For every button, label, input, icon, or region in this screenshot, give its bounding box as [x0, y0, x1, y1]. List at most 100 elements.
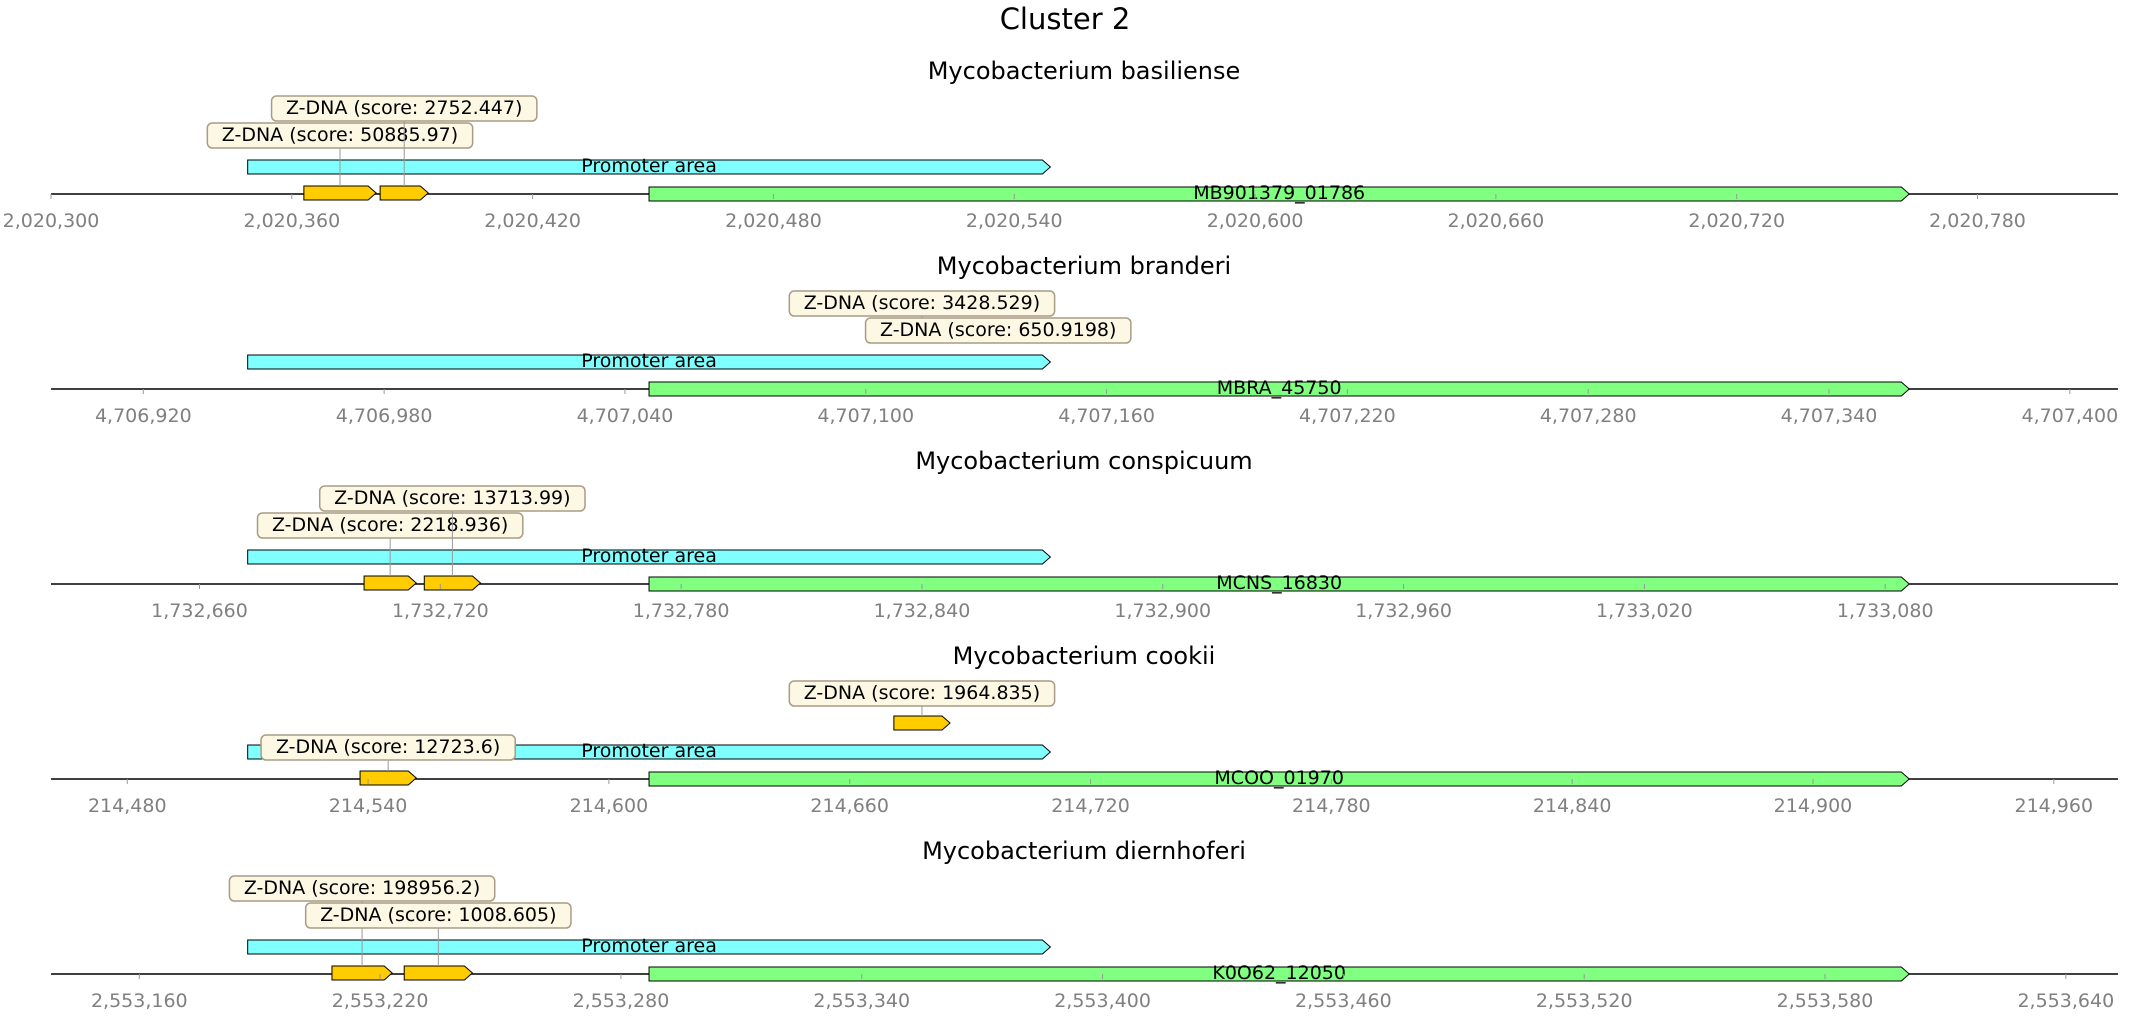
callout-box — [788, 290, 1056, 317]
zdna-label: Z-DNA (score: 13713.99) — [334, 487, 570, 509]
promoter-arrow — [247, 549, 1052, 565]
tick-label: 2,553,160 — [91, 990, 188, 1012]
promoter-label: Promoter area — [581, 350, 717, 372]
tracks: Mycobacterium basiliense Promoter area MB9… — [3, 57, 2119, 1012]
tick-label: 2,553,640 — [2017, 990, 2114, 1012]
gene-label: K0O62_12050 — [1212, 962, 1346, 984]
species-title: Mycobacterium diernhoferi — [922, 837, 1246, 865]
callout-box — [206, 122, 474, 149]
tick-label: 2,020,720 — [1688, 210, 1785, 232]
zdna-arrow — [403, 965, 474, 981]
tick-label: 2,553,340 — [813, 990, 910, 1012]
zdna-arrow — [303, 185, 377, 201]
callout-box — [318, 485, 586, 512]
zdna-arrow — [363, 575, 418, 591]
zdna-label: Z-DNA (score: 50885.97) — [222, 124, 458, 146]
tick-label: 4,707,340 — [1781, 405, 1878, 427]
tick-label: 2,553,400 — [1054, 990, 1151, 1012]
promoter-arrow — [247, 159, 1052, 175]
gene-arrow — [648, 771, 1911, 787]
track-2: Mycobacterium branderi Promoter area MBRA_… — [51, 252, 2118, 427]
tick-label: 2,553,580 — [1777, 990, 1874, 1012]
zdna-label: Z-DNA (score: 650.9198) — [880, 319, 1116, 341]
tick-label: 4,707,220 — [1299, 405, 1396, 427]
track-3: Mycobacterium conspicuum Promoter area MCN… — [51, 447, 2118, 622]
gene-arrow — [648, 576, 1911, 592]
gene-arrow — [648, 381, 1911, 397]
tick-label: 2,020,780 — [1929, 210, 2026, 232]
callout-box — [270, 95, 538, 122]
callout-box — [788, 680, 1056, 707]
callout-box — [304, 902, 572, 929]
tick-label: 2,553,220 — [332, 990, 429, 1012]
tick-label: 2,553,460 — [1295, 990, 1392, 1012]
track-5: Mycobacterium diernhoferi Promoter area K0… — [51, 837, 2118, 1012]
zdna-label: Z-DNA (score: 3428.529) — [804, 292, 1040, 314]
promoter-arrow — [247, 354, 1052, 370]
zdna-label: Z-DNA (score: 12723.6) — [276, 736, 500, 758]
tick-label: 1,732,960 — [1355, 600, 1452, 622]
promoter-label: Promoter area — [581, 545, 717, 567]
tick-label: 4,707,400 — [2021, 405, 2118, 427]
tick-label: 214,660 — [810, 795, 889, 817]
gene-label: MB901379_01786 — [1193, 182, 1365, 204]
callout-box — [256, 512, 524, 539]
figure-title: Cluster 2 — [1000, 2, 1131, 36]
tick-label: 214,480 — [88, 795, 167, 817]
species-title: Mycobacterium branderi — [937, 252, 1231, 280]
zdna-label: Z-DNA (score: 1964.835) — [804, 682, 1040, 704]
tick-label: 1,732,720 — [392, 600, 489, 622]
species-title: Mycobacterium cookii — [953, 642, 1216, 670]
tick-label: 2,553,280 — [573, 990, 670, 1012]
zdna-label: Z-DNA (score: 2218.936) — [272, 514, 508, 536]
tick-label: 2,020,540 — [966, 210, 1063, 232]
tick-label: 214,960 — [2014, 795, 2093, 817]
gene-arrow — [648, 966, 1911, 982]
zdna-label: Z-DNA (score: 198956.2) — [244, 877, 480, 899]
tick-label: 2,553,520 — [1536, 990, 1633, 1012]
callout-box — [228, 875, 496, 902]
callout-box — [260, 734, 517, 761]
tick-label: 2,020,360 — [243, 210, 340, 232]
tick-label: 2,020,420 — [484, 210, 581, 232]
tick-label: 4,707,040 — [577, 405, 674, 427]
tick-label: 214,780 — [1292, 795, 1371, 817]
tick-label: 1,732,840 — [874, 600, 971, 622]
tick-label: 4,706,980 — [336, 405, 433, 427]
gene-label: MBRA_45750 — [1217, 377, 1342, 399]
promoter-label: Promoter area — [581, 935, 717, 957]
promoter-arrow — [247, 939, 1052, 955]
tick-label: 2,020,600 — [1207, 210, 1304, 232]
tick-label: 1,732,900 — [1114, 600, 1211, 622]
tick-label: 214,720 — [1051, 795, 1130, 817]
tick-label: 1,733,080 — [1837, 600, 1934, 622]
gene-label: MCOO_01970 — [1214, 767, 1344, 789]
tick-label: 214,600 — [570, 795, 649, 817]
tick-label: 1,732,660 — [151, 600, 248, 622]
callout-box — [864, 317, 1132, 344]
promoter-label: Promoter area — [581, 740, 717, 762]
tick-label: 4,707,280 — [1540, 405, 1637, 427]
tick-label: 1,733,020 — [1596, 600, 1693, 622]
tick-label: 2,020,660 — [1448, 210, 1545, 232]
species-title: Mycobacterium conspicuum — [915, 447, 1252, 475]
tick-label: 4,707,160 — [1058, 405, 1155, 427]
zdna-arrow — [331, 965, 393, 981]
zdna-label: Z-DNA (score: 1008.605) — [320, 904, 556, 926]
track-1: Mycobacterium basiliense Promoter area MB9… — [3, 57, 2118, 232]
gene-arrow — [648, 186, 1911, 202]
zdna-label: Z-DNA (score: 2752.447) — [286, 97, 522, 119]
track-4: Mycobacterium cookii Promoter area MCOO_01… — [51, 642, 2118, 817]
zdna-arrow — [379, 185, 430, 201]
species-title: Mycobacterium basiliense — [928, 57, 1241, 85]
promoter-label: Promoter area — [581, 155, 717, 177]
tick-label: 214,540 — [329, 795, 408, 817]
gene-label: MCNS_16830 — [1216, 572, 1342, 594]
tick-label: 4,707,100 — [817, 405, 914, 427]
tick-label: 2,020,300 — [3, 210, 100, 232]
tick-label: 214,840 — [1533, 795, 1612, 817]
tick-label: 1,732,780 — [633, 600, 730, 622]
tick-label: 214,900 — [1774, 795, 1853, 817]
tick-label: 2,020,480 — [725, 210, 822, 232]
